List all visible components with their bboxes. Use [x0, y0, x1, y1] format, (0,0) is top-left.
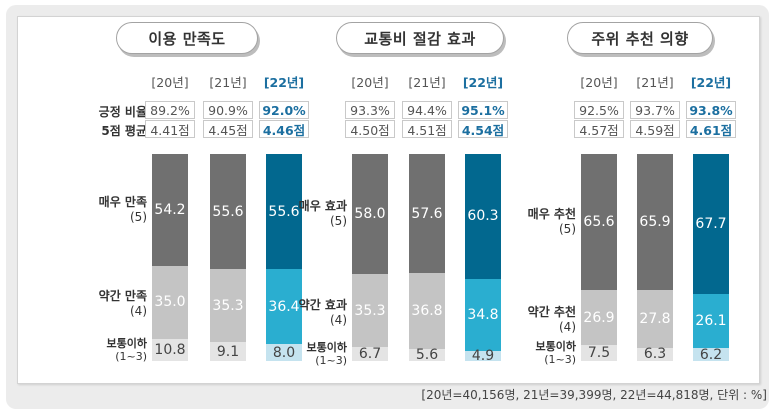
series-label: 보통이하 (1~3) [257, 341, 347, 367]
series-name: 보통이하 [535, 340, 576, 354]
year-label: [20년] [351, 75, 389, 90]
score-value: 4.57점 [574, 120, 624, 138]
positive-rate-value: 92.5% [574, 101, 624, 119]
series-label: 매우 만족 (5) [57, 195, 147, 225]
series-code: (4) [330, 312, 347, 327]
bar-segment: 65.6 [581, 154, 617, 290]
bar-segment: 60.3 [465, 154, 501, 279]
bar-segment: 26.9 [581, 289, 617, 346]
bar-segment: 35.3 [352, 274, 388, 348]
series-code: (5) [330, 214, 347, 229]
positive-rate-value: 93.7% [630, 101, 680, 119]
bar-segment: 6.3 [637, 346, 673, 362]
chart-title-3: 주위 추천 의향 [567, 22, 713, 54]
year-label: [21년] [209, 75, 247, 90]
series-label: 매우 효과 (5) [257, 199, 347, 229]
positive-rate-value: 93.8% [686, 101, 736, 119]
bar-segment: 58.0 [352, 154, 388, 275]
positive-rate-value: 90.9% [203, 101, 253, 119]
bar-segment: 35.0 [152, 266, 188, 339]
bar-segment: 36.4 [266, 269, 302, 345]
score-value: 4.59점 [630, 120, 680, 138]
score-value: 4.46점 [259, 120, 309, 138]
year-label: [20년] [151, 75, 189, 90]
bar-segment: 36.8 [409, 273, 445, 350]
series-name: 보통이하 [106, 336, 147, 350]
bar-segment: 35.3 [210, 269, 246, 343]
bar-segment: 57.6 [409, 154, 445, 274]
series-name: 보통이하 [306, 341, 347, 355]
bar-segment: 26.1 [693, 294, 729, 349]
series-label: 약간 효과 (4) [257, 298, 347, 328]
series-code: (5) [559, 221, 576, 236]
series-label: 보통이하 (1~3) [486, 340, 576, 366]
bar-segment: 9.1 [210, 342, 246, 361]
positive-rate-value: 89.2% [145, 101, 195, 119]
score-value: 4.45점 [203, 120, 253, 138]
score-value: 4.61점 [686, 120, 736, 138]
score-value: 4.54점 [458, 120, 508, 138]
series-code: (1~3) [544, 353, 576, 367]
bar-segment: 5.6 [409, 347, 445, 363]
positive-rate-value: 92.0% [259, 101, 309, 119]
series-name: 매우 추천 [527, 206, 576, 221]
series-code: (1~3) [315, 354, 347, 368]
score-value: 4.51점 [402, 120, 452, 138]
series-code: (1~3) [115, 349, 147, 363]
chart-title-2: 교통비 절감 효과 [336, 22, 504, 54]
series-code: (4) [130, 304, 147, 319]
score-value: 4.41점 [145, 120, 195, 138]
bar-segment: 34.8 [465, 278, 501, 351]
positive-rate-value: 94.4% [402, 101, 452, 119]
bar-segment: 10.8 [152, 338, 188, 361]
series-name: 약간 만족 [98, 289, 147, 304]
row-label-score: 5점 평균 [101, 124, 147, 138]
positive-rate-value: 95.1% [458, 101, 508, 119]
bar-segment: 55.6 [210, 154, 246, 270]
series-label: 보통이하 (1~3) [57, 337, 147, 363]
inner-panel [17, 16, 760, 384]
bar-segment: 54.2 [152, 154, 188, 267]
year-label: [22년] [462, 75, 504, 90]
bar-segment: 6.2 [693, 347, 729, 363]
chart-title-1: 이용 만족도 [116, 22, 258, 54]
year-label: [20년] [580, 75, 618, 90]
row-label-positive: 긍정 비율 [98, 105, 147, 119]
series-name: 매우 효과 [298, 199, 347, 214]
bar-segment: 55.6 [266, 154, 302, 270]
bar-segment: 65.9 [637, 154, 673, 291]
positive-rate-value: 93.3% [345, 101, 395, 119]
series-name: 약간 효과 [298, 297, 347, 312]
bar-segment: 8.0 [266, 344, 302, 361]
year-label: [22년] [263, 75, 305, 90]
score-value: 4.50점 [345, 120, 395, 138]
series-label: 매우 추천 (5) [486, 207, 576, 237]
bar-segment: 4.9 [465, 348, 501, 364]
series-label: 약간 만족 (4) [57, 289, 147, 319]
year-label: [21년] [636, 75, 674, 90]
series-name: 약간 추천 [527, 304, 576, 319]
series-code: (5) [130, 210, 147, 225]
footnote: [20년=40,156명, 21년=39,399명, 22년=44,818명, … [421, 388, 767, 402]
year-label: [21년] [408, 75, 446, 90]
bar-segment: 67.7 [693, 154, 729, 295]
series-label: 약간 추천 (4) [486, 305, 576, 335]
series-code: (4) [559, 319, 576, 334]
bar-segment: 7.5 [581, 345, 617, 361]
series-name: 매우 만족 [98, 195, 147, 210]
bar-segment: 27.8 [637, 290, 673, 348]
bar-segment: 6.7 [352, 346, 388, 362]
year-label: [22년] [690, 75, 732, 90]
